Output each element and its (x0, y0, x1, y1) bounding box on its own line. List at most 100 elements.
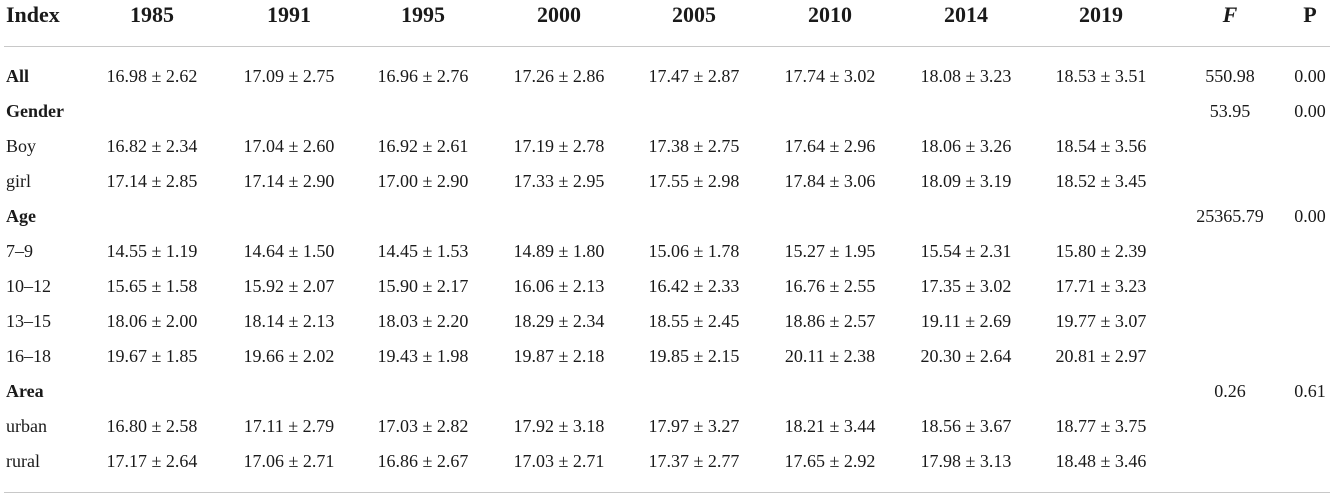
header-year-2005: 2005 (672, 2, 716, 27)
cell-2019: 18.48 ± 3.46 (1055, 451, 1147, 471)
cell-2014: 18.56 ± 3.67 (920, 416, 1012, 436)
header-year-1995: 1995 (401, 2, 445, 27)
cell-1995: 17.00 ± 2.90 (377, 171, 469, 191)
cell-1991: 17.06 ± 2.71 (243, 451, 335, 471)
header-year-2019: 2019 (1079, 2, 1123, 27)
cell-2000: 19.87 ± 2.18 (513, 346, 605, 366)
cell-2014: 19.11 ± 2.69 (920, 311, 1012, 331)
cell-1991: 17.04 ± 2.60 (243, 136, 335, 156)
cell-1995: 16.92 ± 2.61 (377, 136, 469, 156)
cell-1985: 19.67 ± 1.85 (106, 346, 198, 366)
cell-1991: 17.11 ± 2.79 (243, 416, 335, 436)
cell-2010: 20.11 ± 2.38 (784, 346, 876, 366)
cell-2010: 17.64 ± 2.96 (784, 136, 876, 156)
cell-1991: 14.64 ± 1.50 (243, 241, 335, 261)
cell-2005: 17.97 ± 3.27 (648, 416, 740, 436)
cell-2000: 14.89 ± 1.80 (513, 241, 605, 261)
cell-2005: 16.42 ± 2.33 (648, 276, 740, 296)
row-label: 13–15 (6, 311, 51, 331)
cell-2014: 18.08 ± 3.23 (920, 66, 1012, 86)
cell-2010: 17.65 ± 2.92 (784, 451, 876, 471)
table-row: Gender 53.95 0.00 (4, 101, 1330, 136)
row-label: urban (6, 416, 47, 436)
header-year-2014: 2014 (944, 2, 988, 27)
cell-f: 0.26 (1214, 381, 1246, 401)
cell-1995: 16.86 ± 2.67 (377, 451, 469, 471)
cell-2019: 19.77 ± 3.07 (1055, 311, 1147, 331)
cell-2000: 17.19 ± 2.78 (513, 136, 605, 156)
cell-p: 0.00 (1294, 66, 1326, 86)
header-year-1985: 1985 (130, 2, 174, 27)
cell-1991: 15.92 ± 2.07 (243, 276, 335, 296)
cell-2005: 15.06 ± 1.78 (648, 241, 740, 261)
table-row: girl 17.14 ± 2.85 17.14 ± 2.90 17.00 ± 2.90… (4, 171, 1330, 206)
row-label: Area (6, 381, 44, 401)
row-label: 10–12 (6, 276, 51, 296)
cell-2000: 17.26 ± 2.86 (513, 66, 605, 86)
data-table: Index 1985 1991 1995 2000 2005 2010 2014… (4, 0, 1330, 471)
cell-f: 550.98 (1205, 66, 1255, 86)
cell-1985: 15.65 ± 1.58 (106, 276, 198, 296)
header-p: P (1303, 2, 1317, 27)
cell-1995: 15.90 ± 2.17 (377, 276, 469, 296)
row-label: 7–9 (6, 241, 33, 261)
cell-1995: 19.43 ± 1.98 (377, 346, 469, 366)
cell-f: 53.95 (1209, 101, 1251, 121)
cell-p: 0.61 (1294, 381, 1326, 401)
row-label: 16–18 (6, 346, 51, 366)
cell-1995: 16.96 ± 2.76 (377, 66, 469, 86)
cell-2000: 17.92 ± 3.18 (513, 416, 605, 436)
table-row: urban 16.80 ± 2.58 17.11 ± 2.79 17.03 ± 2.8… (4, 416, 1330, 451)
cell-2014: 17.35 ± 3.02 (920, 276, 1012, 296)
cell-2005: 17.38 ± 2.75 (648, 136, 740, 156)
table-row: 10–12 15.65 ± 1.58 15.92 ± 2.07 15.90 ± 2.1… (4, 276, 1330, 311)
cell-1991: 18.14 ± 2.13 (243, 311, 335, 331)
cell-f: 25365.79 (1196, 206, 1264, 226)
cell-2019: 18.53 ± 3.51 (1055, 66, 1147, 86)
cell-2000: 16.06 ± 2.13 (513, 276, 605, 296)
cell-2019: 18.52 ± 3.45 (1055, 171, 1147, 191)
table-row: rural 17.17 ± 2.64 17.06 ± 2.71 16.86 ± 2.6… (4, 451, 1330, 486)
table-row: 7–9 14.55 ± 1.19 14.64 ± 1.50 14.45 ± 1.53 1… (4, 241, 1330, 276)
cell-2019: 18.54 ± 3.56 (1055, 136, 1147, 156)
header-f: F (1222, 2, 1238, 27)
cell-1995: 17.03 ± 2.82 (377, 416, 469, 436)
cell-2010: 17.84 ± 3.06 (784, 171, 876, 191)
cell-1991: 17.14 ± 2.90 (243, 171, 335, 191)
row-label: Gender (6, 101, 64, 121)
bottom-rule (4, 492, 1330, 493)
cell-2014: 18.09 ± 3.19 (920, 171, 1012, 191)
header-year-1991: 1991 (267, 2, 311, 27)
cell-1995: 14.45 ± 1.53 (377, 241, 469, 261)
cell-1991: 17.09 ± 2.75 (243, 66, 335, 86)
cell-1995: 18.03 ± 2.20 (377, 311, 469, 331)
cell-2005: 17.47 ± 2.87 (648, 66, 740, 86)
row-label: All (6, 66, 30, 86)
header-year-2010: 2010 (808, 2, 852, 27)
cell-2010: 18.86 ± 2.57 (784, 311, 876, 331)
cell-2005: 17.55 ± 2.98 (648, 171, 740, 191)
cell-2010: 18.21 ± 3.44 (784, 416, 876, 436)
cell-2010: 16.76 ± 2.55 (784, 276, 876, 296)
cell-2010: 15.27 ± 1.95 (784, 241, 876, 261)
header-year-2000: 2000 (537, 2, 581, 27)
row-label: rural (6, 451, 40, 471)
row-label: Boy (6, 136, 37, 156)
cell-2005: 18.55 ± 2.45 (648, 311, 740, 331)
table-row: All 16.98 ± 2.62 17.09 ± 2.75 16.96 ± 2.76 1… (4, 66, 1330, 101)
cell-2019: 15.80 ± 2.39 (1055, 241, 1147, 261)
cell-2014: 18.06 ± 3.26 (920, 136, 1012, 156)
table-row: Boy 16.82 ± 2.34 17.04 ± 2.60 16.92 ± 2.61 1… (4, 136, 1330, 171)
table-row: 13–15 18.06 ± 2.00 18.14 ± 2.13 18.03 ± 2.2… (4, 311, 1330, 346)
cell-2005: 17.37 ± 2.77 (648, 451, 740, 471)
cell-p: 0.00 (1294, 206, 1326, 226)
cell-1991: 19.66 ± 2.02 (243, 346, 335, 366)
row-label: Age (6, 206, 36, 226)
cell-2000: 17.33 ± 2.95 (513, 171, 605, 191)
cell-2019: 20.81 ± 2.97 (1055, 346, 1147, 366)
cell-2019: 18.77 ± 3.75 (1055, 416, 1147, 436)
cell-2000: 17.03 ± 2.71 (513, 451, 605, 471)
cell-1985: 17.17 ± 2.64 (106, 451, 198, 471)
cell-1985: 16.82 ± 2.34 (106, 136, 198, 156)
table-row: 16–18 19.67 ± 1.85 19.66 ± 2.02 19.43 ± 1.9… (4, 346, 1330, 381)
